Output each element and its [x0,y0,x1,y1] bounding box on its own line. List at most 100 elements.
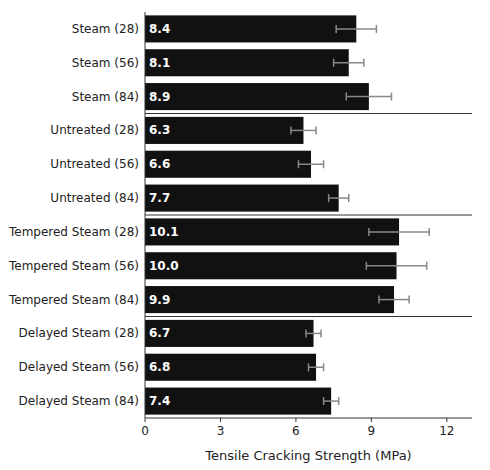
group-separator [145,113,472,114]
error-cap [305,329,307,337]
error-cap [320,329,322,337]
error-bar [329,194,349,202]
error-line [366,265,426,267]
error-cap [338,397,340,405]
category-label: Tempered Steam (28) [8,225,139,239]
error-bar [379,296,409,304]
error-bar [369,228,429,236]
category-label: Untreated (56) [50,157,139,171]
bar [145,252,397,279]
error-bar [366,262,426,270]
x-tick-label: 3 [217,424,225,438]
data-label: 8.4 [149,22,170,36]
error-bar [291,126,316,134]
data-label: 6.6 [149,157,170,171]
bar [145,83,369,110]
bar [145,15,356,42]
category-label: Untreated (84) [50,191,139,205]
error-line [369,231,429,233]
error-cap [333,59,335,67]
error-line [291,130,316,132]
error-cap [345,93,347,101]
category-label: Delayed Steam (28) [19,326,139,340]
error-cap [348,194,350,202]
error-cap [323,397,325,405]
data-label: 6.8 [149,360,170,374]
category-label: Steam (28) [72,22,139,36]
error-line [324,400,339,402]
error-line [309,367,324,369]
bar [145,388,331,415]
error-cap [290,126,292,134]
group-separator [145,215,472,216]
group-separator [145,316,472,317]
error-cap [426,262,428,270]
category-label: Tempered Steam (56) [8,259,139,273]
error-bar [298,160,323,168]
x-tick [145,418,146,422]
error-bar [324,397,339,405]
error-line [346,96,391,98]
data-label: 6.3 [149,123,170,137]
data-label: 8.9 [149,90,170,104]
bar [145,151,311,178]
data-label: 6.7 [149,326,170,340]
error-cap [323,363,325,371]
category-label: Steam (56) [72,56,139,70]
error-bar [346,93,391,101]
x-tick [446,418,447,422]
error-line [334,62,364,64]
x-tick-label: 0 [141,424,149,438]
error-line [336,28,376,30]
error-line [298,164,323,166]
error-cap [328,194,330,202]
x-tick [220,418,221,422]
error-bar [334,59,364,67]
x-tick [371,418,372,422]
category-label: Delayed Steam (84) [19,394,139,408]
bar [145,218,399,245]
x-tick-label: 12 [439,424,454,438]
error-cap [323,160,325,168]
bar [145,354,316,381]
chart: 8.4 8.1 8.9 6.3 6.6 7.7 10.1 10.0 9.9 6.7 6.8 7.4 St… [0,0,490,470]
error-cap [391,93,393,101]
data-label: 7.7 [149,191,170,205]
category-label: Steam (84) [72,90,139,104]
data-label: 9.9 [149,293,170,307]
y-axis-line [145,12,146,418]
bar [145,49,349,76]
error-cap [408,296,410,304]
x-tick [295,418,296,422]
error-line [329,197,349,199]
x-tick-label: 9 [368,424,376,438]
error-cap [363,59,365,67]
error-cap [335,25,337,33]
x-tick-label: 6 [292,424,300,438]
error-line [379,299,409,301]
error-cap [378,296,380,304]
error-bar [309,363,324,371]
bar [145,117,303,144]
category-label: Untreated (28) [50,123,139,137]
error-cap [315,126,317,134]
error-cap [368,228,370,236]
error-cap [366,262,368,270]
error-bar [306,329,321,337]
error-cap [428,228,430,236]
category-label: Delayed Steam (56) [19,360,139,374]
bar [145,185,339,212]
data-label: 7.4 [149,394,170,408]
data-label: 8.1 [149,56,170,70]
error-cap [376,25,378,33]
x-axis-title: Tensile Cracking Strength (MPa) [204,448,411,463]
x-axis-line [145,418,472,419]
error-bar [336,25,376,33]
error-line [306,333,321,335]
error-cap [308,363,310,371]
error-cap [298,160,300,168]
data-label: 10.0 [149,259,179,273]
bar [145,320,314,347]
data-label: 10.1 [149,225,179,239]
bar [145,286,394,313]
